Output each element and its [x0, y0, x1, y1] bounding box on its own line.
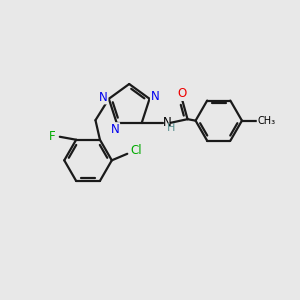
- Text: O: O: [177, 87, 186, 101]
- Text: N: N: [151, 90, 159, 103]
- Text: N: N: [99, 91, 108, 104]
- Text: Cl: Cl: [130, 144, 142, 157]
- Text: N: N: [111, 123, 119, 136]
- Text: F: F: [49, 130, 55, 143]
- Text: N: N: [163, 116, 171, 129]
- Text: CH₃: CH₃: [257, 116, 275, 126]
- Text: H: H: [167, 123, 176, 133]
